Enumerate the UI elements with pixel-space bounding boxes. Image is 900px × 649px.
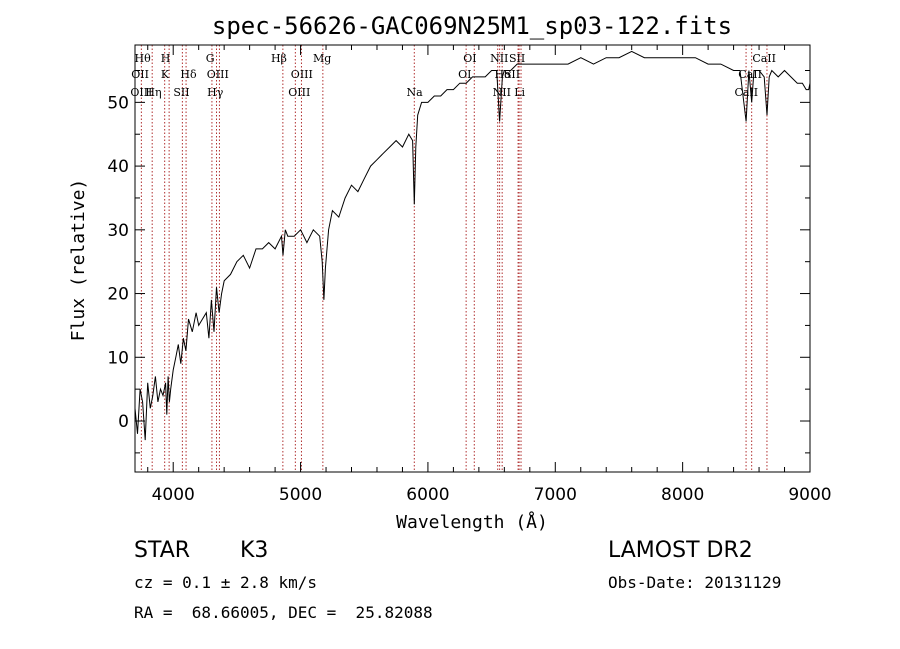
spectrum-line (134, 50, 811, 441)
line-label: OIII (207, 68, 229, 81)
y-tick-label: 10 (107, 348, 129, 368)
line-label: OI (463, 52, 476, 65)
line-label: CaII (752, 52, 776, 65)
line-label: Li (514, 86, 525, 99)
line-label: K (161, 68, 170, 81)
x-tick-label: 6000 (406, 485, 449, 505)
spectral-line-markers (140, 45, 768, 472)
y-tick-label: 30 (107, 221, 129, 241)
y-axis-ticks: 0 10 20 30 40 50 (107, 69, 810, 454)
line-label: CaII (738, 68, 762, 81)
line-label: H (161, 52, 171, 65)
line-label: Hδ (180, 68, 197, 81)
line-label: OIII (291, 68, 313, 81)
y-tick-label: 0 (118, 412, 129, 432)
y-tick-label: 50 (107, 93, 129, 113)
line-label: SII (504, 68, 520, 81)
object-class: STAR (134, 538, 191, 563)
line-label: G (206, 52, 215, 65)
x-axis-label: Wavelength (Å) (396, 511, 548, 533)
chart-title: spec-56626-GAC069N25M1_sp03-122.fits (212, 12, 732, 40)
line-label: OI (458, 68, 471, 81)
line-label: CaII (734, 86, 758, 99)
line-label: NII (490, 52, 508, 65)
redshift-velocity: cz = 0.1 ± 2.8 km/s (134, 573, 318, 592)
line-label: SII (173, 86, 189, 99)
plot-frame (134, 44, 811, 473)
line-label: Hβ (271, 52, 287, 65)
x-tick-label: 8000 (661, 485, 704, 505)
x-tick-label: 7000 (534, 485, 577, 505)
y-tick-label: 20 (107, 285, 129, 305)
observation-date: Obs-Date: 20131129 (608, 573, 782, 592)
line-label: Hγ (207, 86, 224, 99)
line-label: OIII (288, 86, 310, 99)
coordinates: RA = 68.66005, DEC = 25.82088 (134, 603, 433, 622)
x-axis-ticks: 4000 5000 6000 7000 8000 9000 (147, 45, 832, 505)
y-axis-label: Flux (relative) (68, 179, 89, 342)
line-label: Na (406, 86, 423, 99)
line-label: OIII (130, 86, 152, 99)
x-tick-label: 5000 (279, 485, 322, 505)
line-label: OII (131, 68, 149, 81)
survey-name: LAMOST DR2 (608, 538, 753, 563)
line-label: Hη (145, 86, 161, 99)
object-subclass: K3 (240, 538, 269, 563)
x-tick-label: 4000 (152, 485, 195, 505)
line-label: Mg (313, 52, 331, 65)
line-label: Hθ (135, 52, 152, 65)
line-label: SII (509, 52, 525, 65)
x-tick-label: 9000 (788, 485, 831, 505)
y-tick-label: 40 (107, 157, 129, 177)
